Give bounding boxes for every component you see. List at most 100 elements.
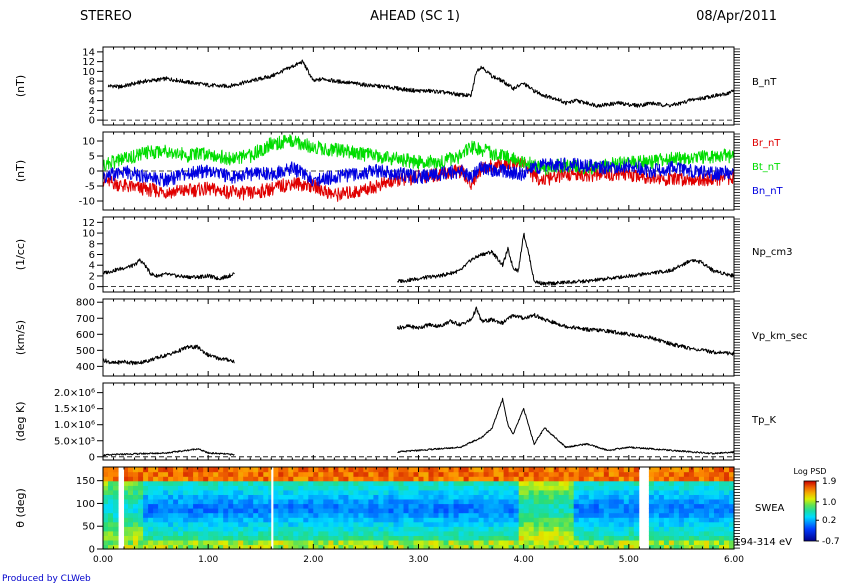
heatmap-cell [704,526,710,532]
heatmap-cell [173,503,179,509]
heatmap-cell [253,512,259,518]
heatmap-cell [709,530,715,536]
heatmap-cell [498,471,505,477]
heatmap-cell [498,494,505,500]
heatmap-cell [493,544,500,550]
heatmap-cell [223,530,229,536]
heatmap-cell [548,503,555,509]
heatmap-cell [198,544,204,550]
swea-label: SWEA [755,503,785,514]
heatmap-cell [663,498,670,505]
heatmap-cell [443,544,450,550]
heatmap-cell [368,498,374,505]
heatmap-cell [193,508,199,514]
heatmap-cell [463,517,470,523]
heatmap-cell [218,512,224,518]
x-tick-label: 0.00 [93,555,113,565]
heatmap-cell [293,503,299,509]
heatmap-cell [553,476,560,482]
heatmap-cell [553,521,560,527]
heatmap-cell [558,535,565,541]
heatmap-cell [468,539,475,546]
heatmap-cell [423,471,430,477]
heatmap-cell [548,498,555,505]
heatmap-cell [223,503,229,509]
heatmap-cell [128,476,134,482]
heatmap-cell [368,476,374,482]
heatmap-cell [493,480,500,486]
heatmap-cell [328,480,334,486]
heatmap-cell [238,503,244,509]
heatmap-cell [218,539,224,546]
panels: B_nT02468101214(nT)Br_nTBt_nTBn_nT-10-50… [14,46,840,565]
heatmap-cell [323,508,329,514]
heatmap-cell [228,508,234,514]
heatmap-cell [453,471,460,477]
heatmap-cell [338,521,344,527]
heatmap-cell [603,544,610,550]
heatmap-cell [413,485,420,491]
heatmap-cell [603,517,610,523]
heatmap-cell [553,494,560,500]
heatmap-cell [198,485,204,491]
heatmap-cell [553,508,560,514]
heatmap-cell [248,489,254,495]
heatmap-cell [403,544,410,550]
heatmap-cell [433,526,440,532]
heatmap-cell [138,521,144,527]
heatmap-cell [378,512,384,518]
heatmap-cell [618,480,625,486]
heatmap-cell [328,530,334,536]
heatmap-cell [729,489,735,495]
heatmap-cell [433,521,440,527]
heatmap-cell [318,517,324,523]
heatmap-cell [108,512,114,518]
heatmap-cell [558,485,565,491]
heatmap-cell [258,476,264,482]
heatmap-cell [423,535,430,541]
heatmap-cell [378,508,384,514]
heatmap-cell [548,485,555,491]
series-label: Bn_nT [752,186,784,197]
heatmap-cell [113,489,119,495]
heatmap-cell [313,539,319,546]
heatmap-cell [183,539,189,546]
heatmap-cell [203,508,209,514]
heatmap-cell [543,512,550,518]
heatmap-cell [398,521,405,527]
heatmap-cell [503,498,510,505]
heatmap-cell [308,517,314,523]
heatmap-cell [613,544,620,550]
heatmap-cell [108,467,114,473]
heatmap-cell [704,521,710,527]
heatmap-cell [168,467,174,473]
heatmap-cell [398,512,405,518]
heatmap-cell [653,512,660,518]
heatmap-cell [558,476,565,482]
series-label: Br_nT [752,138,781,149]
heatmap-cell [398,467,405,473]
heatmap-cell [668,530,675,536]
heatmap-cell [704,508,710,514]
heatmap-cell [278,480,284,486]
heatmap-cell [683,508,690,514]
heatmap-cell [688,485,695,491]
heatmap-cell [683,467,690,473]
heatmap-cell [233,535,239,541]
heatmap-cell [283,530,289,536]
heatmap-cell [238,489,244,495]
heatmap-cell [238,471,244,477]
heatmap-cell [448,471,455,477]
heatmap-cell [648,512,655,518]
heatmap-cell [573,480,580,486]
heatmap-cell [378,544,384,550]
heatmap-cell [248,503,254,509]
heatmap-cell [273,544,279,550]
heatmap-cell [603,508,610,514]
heatmap-cell [673,503,680,509]
heatmap-cell [358,521,364,527]
heatmap-cell [323,480,329,486]
heatmap-cell [313,471,319,477]
heatmap-cell [363,476,369,482]
heatmap-cell [208,535,214,541]
